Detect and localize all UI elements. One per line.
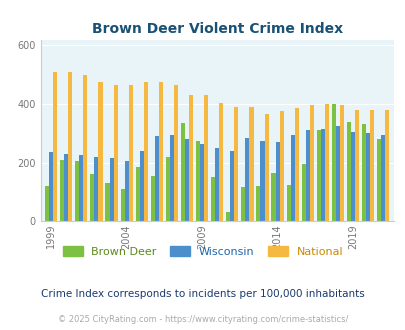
Bar: [83, 75, 87, 221]
Bar: [346, 121, 350, 221]
Bar: [53, 72, 57, 221]
Bar: [189, 95, 193, 221]
Bar: [165, 157, 169, 221]
Bar: [154, 136, 158, 221]
Bar: [200, 144, 204, 221]
Bar: [320, 129, 324, 221]
Title: Brown Deer Violent Crime Index: Brown Deer Violent Crime Index: [92, 22, 342, 36]
Bar: [185, 139, 189, 221]
Bar: [90, 174, 94, 221]
Bar: [169, 135, 173, 221]
Bar: [376, 139, 380, 221]
Bar: [124, 161, 128, 221]
Bar: [294, 108, 298, 221]
Bar: [219, 103, 223, 221]
Bar: [120, 189, 124, 221]
Bar: [113, 85, 117, 221]
Bar: [60, 160, 64, 221]
Bar: [369, 110, 373, 221]
Bar: [380, 135, 384, 221]
Bar: [49, 152, 53, 221]
Bar: [98, 82, 102, 221]
Bar: [215, 148, 219, 221]
Bar: [45, 186, 49, 221]
Bar: [264, 114, 268, 221]
Bar: [290, 135, 294, 221]
Bar: [335, 126, 339, 221]
Bar: [204, 95, 208, 221]
Text: © 2025 CityRating.com - https://www.cityrating.com/crime-statistics/: © 2025 CityRating.com - https://www.city…: [58, 315, 347, 324]
Bar: [279, 111, 283, 221]
Bar: [128, 85, 132, 221]
Bar: [339, 106, 343, 221]
Bar: [230, 151, 234, 221]
Bar: [331, 104, 335, 221]
Bar: [260, 141, 264, 221]
Bar: [384, 110, 388, 221]
Bar: [158, 82, 162, 221]
Bar: [301, 164, 305, 221]
Bar: [305, 130, 309, 221]
Bar: [365, 133, 369, 221]
Bar: [309, 106, 313, 221]
Bar: [241, 187, 245, 221]
Bar: [226, 212, 230, 221]
Bar: [256, 186, 260, 221]
Bar: [135, 167, 139, 221]
Bar: [139, 151, 143, 221]
Legend: Brown Deer, Wisconsin, National: Brown Deer, Wisconsin, National: [59, 243, 346, 260]
Bar: [234, 107, 238, 221]
Bar: [245, 138, 249, 221]
Bar: [316, 130, 320, 221]
Bar: [275, 142, 279, 221]
Bar: [109, 158, 113, 221]
Bar: [173, 85, 178, 221]
Bar: [324, 104, 328, 221]
Bar: [143, 82, 147, 221]
Bar: [211, 177, 215, 221]
Bar: [75, 161, 79, 221]
Bar: [64, 154, 68, 221]
Text: Crime Index corresponds to incidents per 100,000 inhabitants: Crime Index corresponds to incidents per…: [41, 289, 364, 299]
Bar: [286, 184, 290, 221]
Bar: [196, 141, 200, 221]
Bar: [354, 110, 358, 221]
Bar: [249, 107, 253, 221]
Bar: [150, 176, 154, 221]
Bar: [361, 124, 365, 221]
Bar: [271, 173, 275, 221]
Bar: [105, 183, 109, 221]
Bar: [181, 123, 185, 221]
Bar: [68, 72, 72, 221]
Bar: [94, 157, 98, 221]
Bar: [79, 155, 83, 221]
Bar: [350, 132, 354, 221]
